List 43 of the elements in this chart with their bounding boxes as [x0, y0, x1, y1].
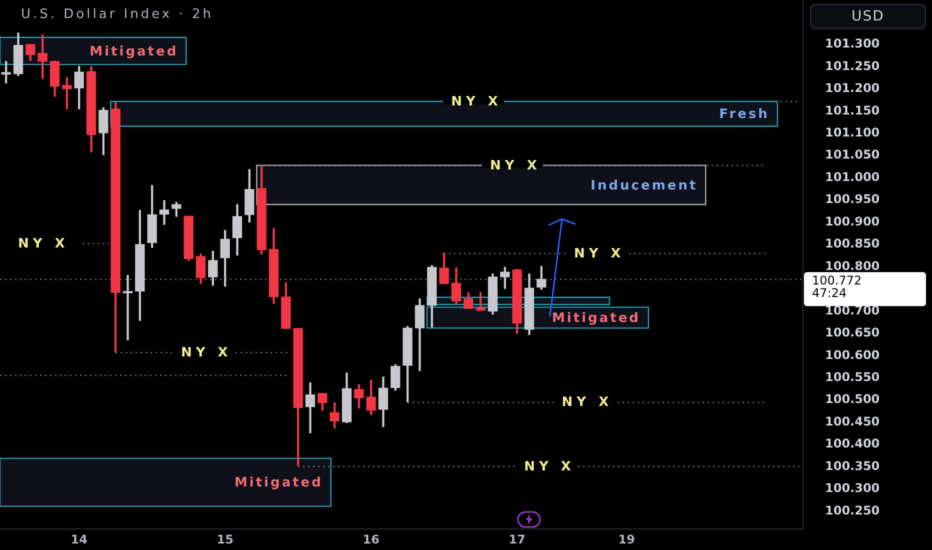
ref-line-label: NY X — [574, 246, 625, 262]
ref-line-label: NY X — [18, 236, 69, 252]
y-tick-label: 100.600 — [825, 348, 880, 362]
y-axis-title: USD — [852, 8, 884, 25]
band-label: Mitigated — [90, 44, 178, 60]
ref-line-label: NY X — [524, 459, 575, 474]
band-label: Mitigated — [552, 310, 640, 326]
y-tick-label: 100.400 — [825, 436, 880, 451]
y-tick-label: 100.250 — [825, 503, 880, 518]
band-label: Fresh — [719, 107, 770, 122]
y-tick-label: 100.650 — [825, 326, 880, 340]
y-tick-label: 101.200 — [825, 81, 880, 96]
ref-line-label: NY X — [562, 395, 613, 410]
y-tick-label: 101.300 — [825, 36, 880, 51]
y-tick-label: 100.450 — [825, 414, 880, 428]
ref-line-label: 100.772 47:24 — [812, 273, 862, 300]
x-tick-label: 15 — [216, 532, 234, 546]
x-tick-label: 17 — [508, 532, 526, 546]
y-tick-label: 100.900 — [825, 214, 880, 228]
y-tick-label: 100.850 — [825, 236, 880, 251]
x-tick-label: 19 — [618, 532, 635, 546]
y-tick-label: 101.100 — [825, 125, 880, 140]
x-tick-label: 14 — [70, 532, 88, 546]
y-tick-label: 100.550 — [825, 370, 880, 384]
ref-line-label: NY X — [451, 94, 502, 110]
ref-line-label: NY X — [180, 345, 232, 360]
y-tick-label: 100.800 — [825, 258, 880, 273]
x-tick-label: 16 — [362, 532, 380, 546]
y-tick-label: 100.950 — [825, 192, 880, 206]
candlestick — [122, 274, 133, 340]
y-tick-label: 101.050 — [825, 148, 880, 162]
ref-line-label: NY X — [490, 158, 541, 174]
band-label: Inducement — [590, 178, 698, 194]
y-tick-label: 100.350 — [825, 458, 880, 473]
band-label: Mitigated — [234, 476, 323, 491]
candlestick — [159, 200, 170, 225]
y-tick-label: 100.500 — [825, 392, 880, 406]
y-tick-label: 100.300 — [825, 481, 880, 496]
y-tick-label: 101.150 — [825, 103, 880, 118]
text: U.S. Dollar Index · 2h — [21, 7, 214, 22]
y-tick-label: 100.700 — [825, 303, 880, 318]
y-tick-label: 101.250 — [825, 58, 880, 73]
y-tick-label: 101.000 — [825, 170, 880, 184]
